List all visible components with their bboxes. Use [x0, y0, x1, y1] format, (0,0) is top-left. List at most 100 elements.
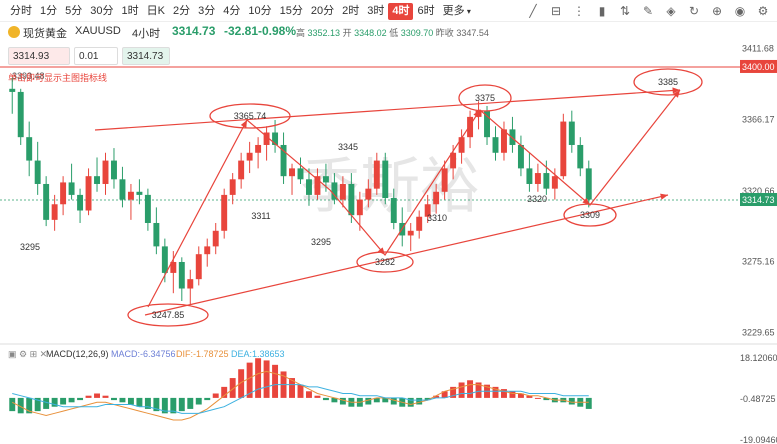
instrument-info-bar: 现货黄金 XAUUSD 4小时 3314.73 -32.81 -0.98% 高 … — [0, 22, 777, 42]
macd-bar — [127, 397, 134, 405]
candle-body — [433, 191, 440, 205]
candle-body — [450, 152, 457, 169]
dotted-grid-icon[interactable]: ⋮ — [573, 4, 585, 18]
candle-body — [170, 261, 177, 273]
timeframe-14[interactable]: 4时 — [388, 3, 414, 20]
instrument-symbol[interactable]: XAUUSD — [75, 25, 121, 37]
macd-bar — [306, 391, 312, 398]
macd-header: ▣ ⚙ ⊞ ✕MACD(12,26,9) MACD:-6.34756 DIF:-1.… — [8, 349, 285, 359]
swing-label: 3320 — [527, 194, 547, 204]
macd-bar — [255, 358, 262, 398]
callout-ellipse — [563, 203, 617, 227]
macd-bar — [433, 395, 440, 398]
timeframe-15[interactable]: 6时 — [417, 5, 435, 17]
timeframe-1[interactable]: 1分 — [40, 5, 58, 17]
candle-body — [551, 176, 558, 189]
candle-body — [212, 230, 219, 247]
candle-body — [9, 88, 16, 92]
timeframe-6[interactable]: 2分 — [172, 5, 191, 17]
eye-icon[interactable]: ◉ — [734, 4, 746, 18]
timeframe-4[interactable]: 1时 — [121, 5, 139, 17]
macd-bar — [534, 397, 541, 399]
candle-body — [204, 246, 211, 255]
timeframe-11[interactable]: 20分 — [310, 5, 335, 17]
macd-bar — [314, 395, 321, 398]
candle-body — [187, 279, 194, 289]
timeframe-9[interactable]: 10分 — [248, 5, 272, 17]
macd-bar — [43, 397, 50, 409]
arrow-head — [377, 247, 385, 255]
indicator-hint: 单击即可显示主图指标线 — [8, 72, 107, 83]
candle-body — [517, 144, 524, 169]
candle-body — [467, 116, 474, 138]
eraser-icon[interactable]: ◈ — [666, 4, 676, 18]
candle-icon[interactable]: ▮ — [598, 4, 606, 18]
macd-bar — [289, 378, 295, 398]
macd-bar — [501, 389, 507, 398]
timeframe-13[interactable]: 3时 — [367, 5, 385, 17]
candle-body — [17, 91, 24, 138]
sell-price-button[interactable]: 3314.93 — [8, 47, 70, 65]
candle-body — [34, 160, 41, 184]
candle-body — [501, 129, 507, 153]
timeframe-12[interactable]: 2时 — [342, 5, 360, 17]
swing-label: 3310 — [427, 213, 447, 223]
candle-body — [365, 188, 372, 200]
timeframe-7[interactable]: 3分 — [198, 5, 216, 17]
candle-body — [458, 137, 465, 153]
buy-price-button[interactable]: 3314.73 — [122, 47, 170, 65]
candle-body — [153, 222, 160, 247]
trend-line-icon[interactable]: ╱ — [529, 4, 537, 18]
candle-body — [348, 183, 355, 216]
macd-bar — [221, 386, 228, 398]
last-price-tag — [740, 193, 777, 207]
macd-bar — [509, 391, 516, 398]
macd-bar — [51, 397, 58, 407]
candle-body — [178, 261, 185, 289]
timeframe-8[interactable]: 4分 — [223, 5, 241, 17]
macd-bar — [568, 397, 575, 405]
instrument-name[interactable]: 现货黄金 — [23, 28, 67, 40]
macd-bar — [517, 393, 524, 398]
candle-body — [424, 204, 431, 217]
candle-body — [255, 144, 262, 153]
candle-body — [127, 191, 134, 200]
timeframe-5[interactable]: 日K — [146, 5, 165, 17]
macd-bar — [424, 397, 431, 401]
candle-body — [543, 173, 550, 189]
candle-body — [144, 194, 151, 223]
instrument-timeframe[interactable]: 4小时 — [132, 28, 161, 40]
quantity-input[interactable]: 0.01 — [74, 47, 118, 65]
timeframe-16[interactable]: 更多 — [439, 3, 475, 20]
macd-bar — [204, 397, 211, 401]
callout-label: 3282 — [375, 257, 395, 267]
pen-icon[interactable]: ✎ — [642, 4, 654, 18]
macd-bar — [212, 393, 219, 398]
macd-bar — [373, 397, 380, 403]
candle-body — [85, 176, 92, 211]
candle-body — [68, 182, 75, 195]
candle-body — [484, 110, 490, 138]
macd-bar — [178, 397, 185, 412]
macd-bar — [60, 397, 67, 405]
macd-bar — [34, 397, 41, 412]
macd-bar — [458, 382, 465, 398]
timeframe-0[interactable]: 分时 — [10, 5, 32, 17]
macd-bar — [331, 397, 338, 403]
crosshair-icon[interactable]: ⊕ — [711, 4, 723, 18]
ruler-icon[interactable]: ⊟ — [550, 4, 562, 18]
timeframe-2[interactable]: 5分 — [65, 5, 83, 17]
macd-panel-icons: ▣ ⚙ ⊞ ✕ — [8, 349, 47, 359]
timeframe-3[interactable]: 30分 — [90, 5, 114, 17]
settings-icon[interactable]: ⚙ — [757, 4, 769, 18]
macd-bar — [416, 397, 423, 405]
price-change: -32.81 — [224, 24, 259, 38]
candle-body — [26, 137, 33, 161]
redo-icon[interactable]: ↻ — [688, 4, 700, 18]
candle-body — [382, 160, 389, 199]
callout-ellipse — [633, 68, 703, 96]
sort-icon[interactable]: ⇅ — [619, 4, 631, 18]
macd-bar — [382, 397, 389, 403]
timeframe-10[interactable]: 15分 — [279, 5, 303, 17]
